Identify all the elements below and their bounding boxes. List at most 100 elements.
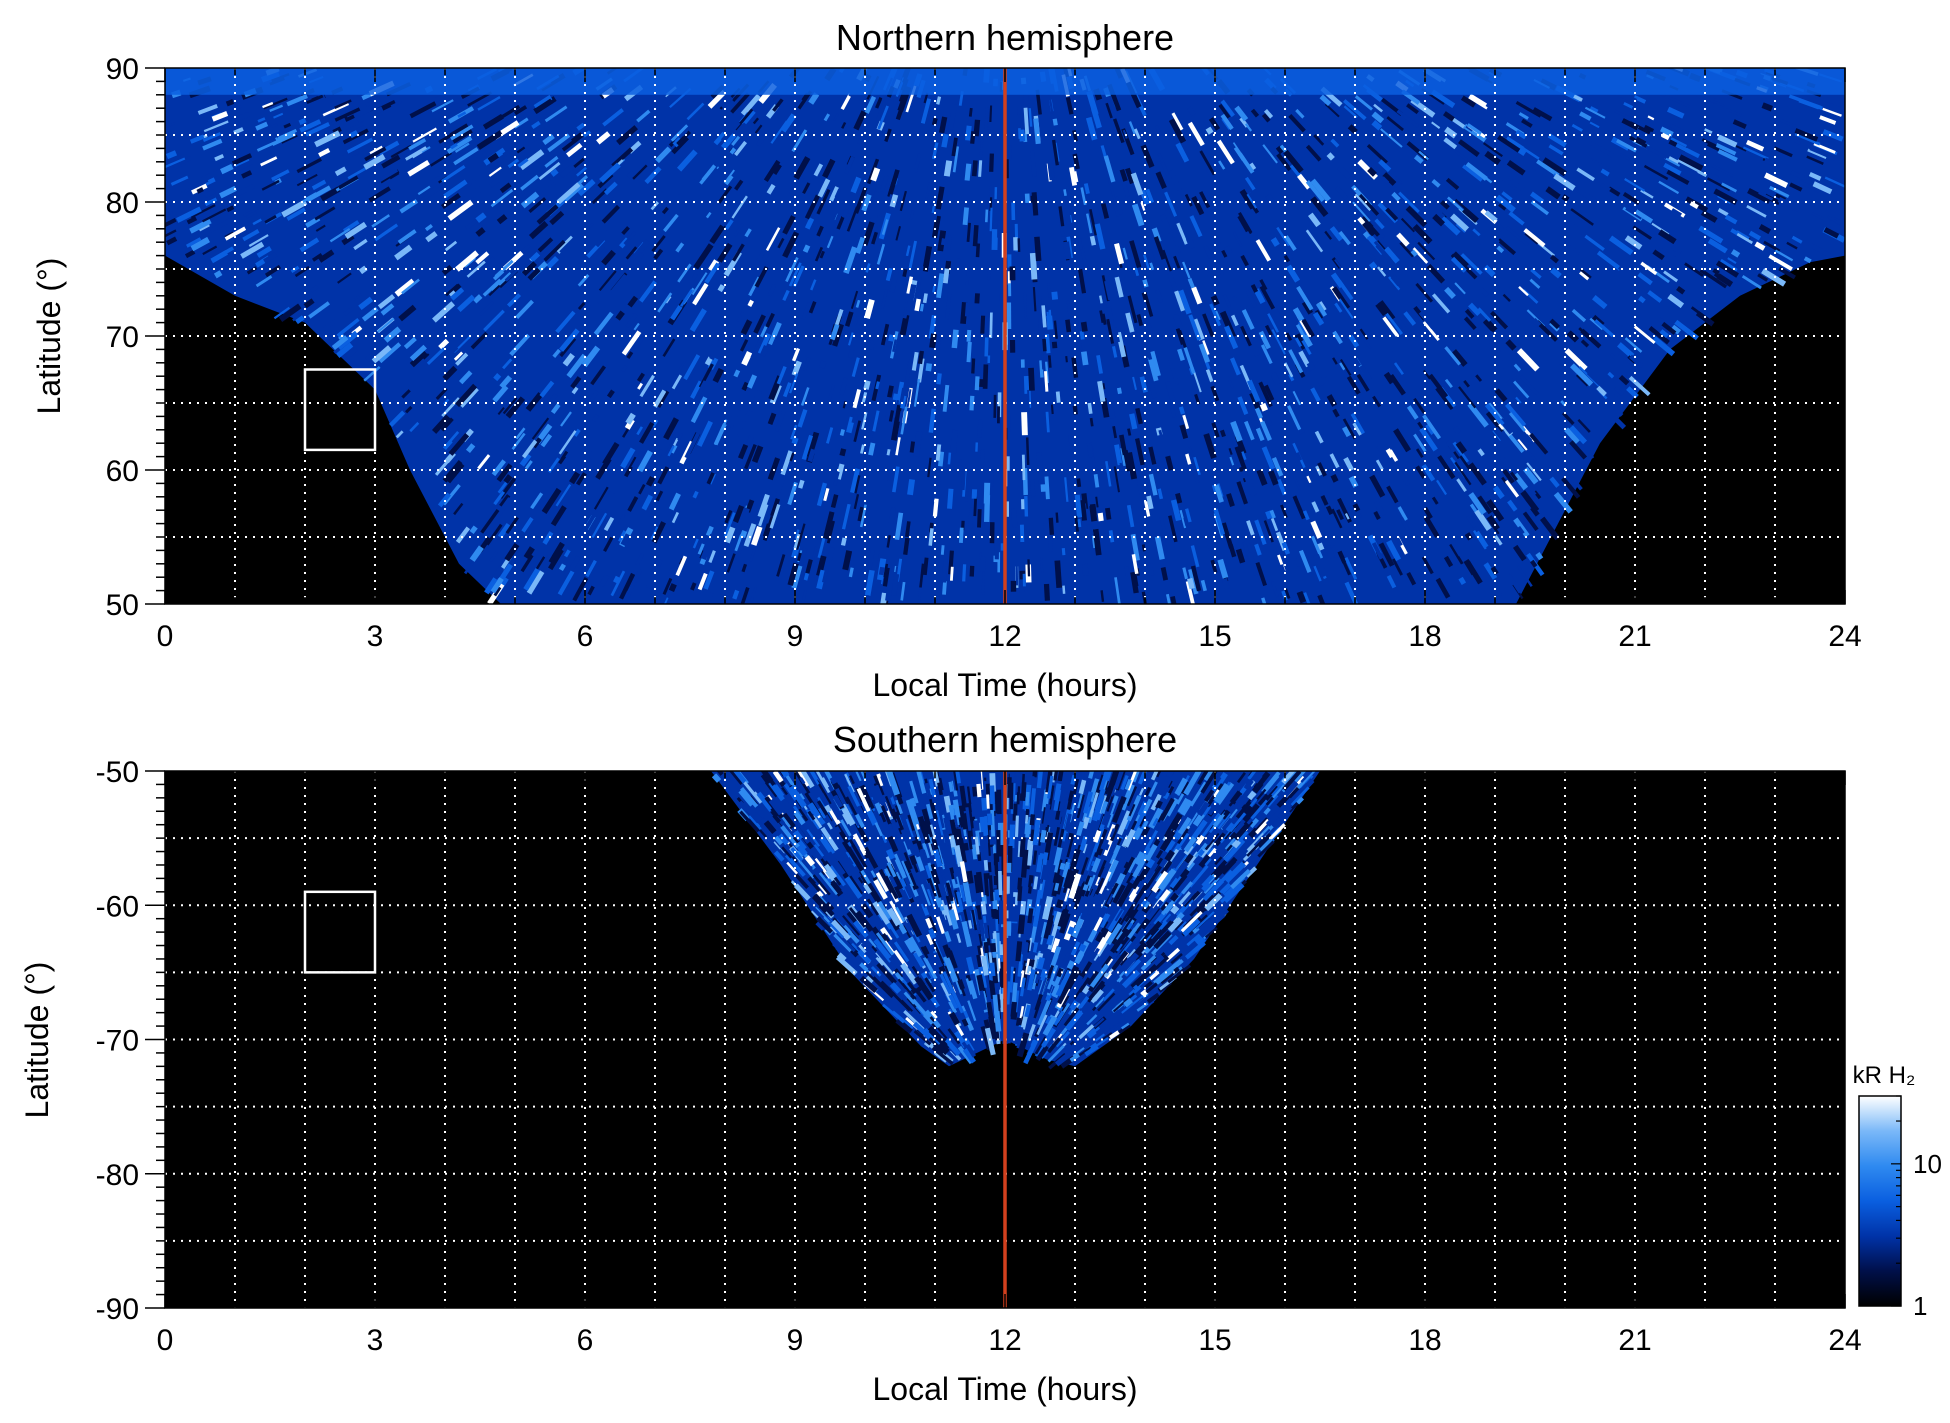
south-emission-streak [1097, 848, 1104, 856]
north-emission-streak [603, 536, 614, 552]
north-emission-streak [1154, 536, 1165, 560]
south-emission-streak [1164, 839, 1176, 854]
south-emission-streak [945, 882, 954, 902]
north-emission-streak [364, 146, 387, 162]
north-emission-streak [1210, 385, 1220, 402]
south-emission-streak [859, 962, 871, 974]
north-emission-streak [401, 278, 420, 295]
north-emission-streak [941, 554, 949, 583]
south-emission-streak [1119, 783, 1135, 811]
north-emission-streak [408, 138, 427, 151]
colorbar-ticks: 110 [1891, 1095, 1942, 1321]
south-x-tick-label: 6 [577, 1324, 594, 1357]
north-emission-streak [888, 506, 897, 525]
north-emission-streak [1495, 194, 1516, 213]
north-emission-streak [936, 96, 942, 105]
south-emission-streak [1080, 895, 1095, 921]
north-emission-streak [1569, 267, 1588, 283]
north-emission-streak [965, 125, 972, 141]
north-emission-streak [1210, 559, 1218, 574]
south-emission-streak [1295, 778, 1315, 798]
north-emission-streak [1478, 286, 1490, 297]
north-emission-streak [797, 176, 805, 186]
north-emission-streak [726, 553, 736, 573]
north-emission-streak [932, 498, 939, 517]
north-emission-streak [219, 163, 234, 175]
north-emission-streak [601, 204, 621, 224]
south-emission-streak [1156, 815, 1173, 838]
north-emission-streak [318, 148, 331, 158]
south-emission-streak [1169, 892, 1179, 902]
south-emission-streak [793, 824, 811, 844]
south-emission-streak [1028, 958, 1035, 968]
north-emission-streak [555, 484, 572, 507]
north-emission-streak [765, 227, 781, 252]
north-emission-streak [1463, 380, 1470, 388]
south-emission-streak [973, 820, 980, 831]
north-emission-streak [1527, 485, 1537, 496]
south-emission-streak [1130, 820, 1138, 831]
north-emission-streak [906, 389, 912, 408]
north-emission-streak [922, 557, 929, 576]
north-emission-streak [973, 496, 978, 517]
north-emission-streak [1756, 262, 1781, 279]
north-emission-streak [1516, 526, 1525, 535]
north-emission-streak [800, 387, 810, 406]
north-emission-streak [743, 523, 757, 548]
north-emission-streak [450, 287, 465, 301]
north-emission-streak [1790, 170, 1806, 181]
south-emission-streak [1100, 927, 1109, 938]
south-emission-streak [967, 828, 973, 850]
north-emission-streak [887, 472, 892, 482]
north-emission-streak [1378, 542, 1395, 567]
north-emission-streak [782, 215, 796, 235]
south-emission-streak [1108, 1030, 1120, 1040]
north-emission-streak [1482, 319, 1495, 332]
north-emission-streak [521, 439, 538, 459]
south-emission-streak [1012, 967, 1016, 982]
north-emission-streak [566, 142, 583, 158]
north-emission-streak [256, 246, 272, 258]
north-emission-streak [482, 278, 502, 297]
south-emission-streak [1168, 935, 1179, 946]
north-emission-streak [893, 400, 900, 419]
north-emission-streak [1444, 458, 1459, 476]
north-emission-streak [732, 243, 745, 262]
north-emission-streak [477, 96, 501, 111]
north-emission-streak [519, 453, 532, 467]
north-emission-streak [1296, 285, 1314, 311]
north-emission-streak [1742, 146, 1769, 160]
north-emission-streak [797, 479, 805, 489]
north-emission-streak [184, 249, 196, 259]
north-emission-streak [1823, 227, 1840, 239]
south-emission-streak [1282, 780, 1299, 798]
north-emission-streak [1406, 103, 1419, 115]
south-emission-streak [1128, 885, 1140, 900]
north-emission-streak [445, 462, 465, 484]
north-emission-streak [1343, 105, 1358, 119]
north-emission-streak [1106, 95, 1117, 114]
north-emission-streak [1798, 98, 1824, 111]
north-emission-streak [1171, 112, 1184, 131]
north-emission-streak [686, 102, 705, 121]
south-emission-streak [990, 809, 996, 837]
north-emission-streak [165, 122, 176, 128]
north-emission-streak [1375, 302, 1388, 317]
north-emission-streak [1344, 513, 1350, 520]
south-emission-streak [943, 955, 959, 983]
south-emission-streak [1066, 823, 1073, 832]
south-emission-streak [933, 895, 943, 908]
north-emission-streak [1213, 508, 1226, 535]
south-emission-streak [1251, 781, 1264, 794]
north-emission-streak [1403, 311, 1417, 326]
north-emission-streak [538, 456, 556, 479]
south-emission-streak [773, 850, 785, 862]
north-emission-streak [453, 147, 479, 166]
north-emission-streak [573, 157, 585, 169]
south-emission-streak [1150, 793, 1162, 811]
north-emission-streak [407, 159, 430, 177]
north-emission-streak [1254, 543, 1262, 556]
south-emission-streak [790, 847, 804, 862]
south-emission-streak [1102, 1032, 1113, 1041]
south-emission-streak [966, 786, 972, 805]
